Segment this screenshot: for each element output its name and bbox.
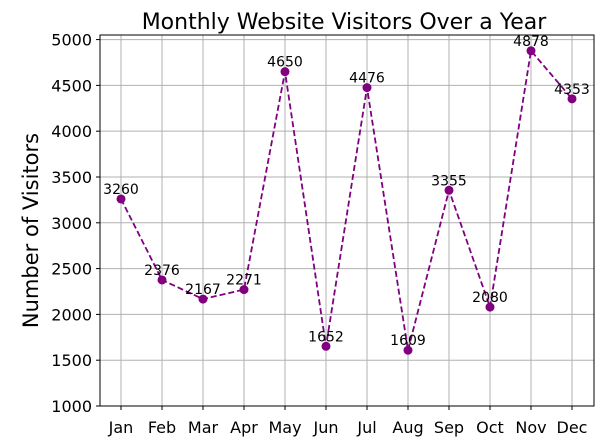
grid (100, 35, 594, 407)
series-layer (116, 46, 577, 355)
y-axis: 1000 1500 2000 2500 3000 3500 4000 4500 5000 (51, 31, 100, 416)
y-tick-label: 5000 (51, 31, 92, 50)
plot-frame (99, 34, 595, 407)
x-tick-label: May (268, 418, 301, 437)
data-label: 2271 (226, 273, 262, 289)
y-tick-label: 1000 (51, 397, 92, 416)
y-tick-label: 3000 (51, 214, 92, 233)
x-tick-label: Jan (108, 418, 134, 437)
x-tick-label: Mar (188, 418, 219, 437)
x-tick-label: Dec (557, 418, 588, 437)
y-tick-label: 1500 (51, 351, 92, 370)
data-label: 4878 (513, 34, 549, 50)
chart-title: Monthly Website Visitors Over a Year (142, 10, 548, 35)
x-tick-label: Jun (313, 418, 339, 437)
x-tick-label: Jul (356, 418, 376, 437)
x-axis: Jan Feb Mar Apr May Jun Jul Aug Sep Oct Nov Dec (108, 406, 588, 437)
y-tick-label: 2000 (51, 305, 92, 324)
data-point (403, 345, 413, 355)
data-point (444, 185, 454, 195)
y-tick-label: 2500 (51, 260, 92, 279)
x-tick-label: Apr (230, 418, 258, 437)
data-point (280, 67, 290, 77)
y-tick-label: 4500 (51, 76, 92, 95)
data-point (362, 83, 372, 93)
y-tick-label: 3500 (51, 168, 92, 187)
data-label: 4650 (267, 55, 303, 71)
y-tick-label: 4000 (51, 122, 92, 141)
data-label: 1609 (390, 333, 426, 349)
data-label: 2167 (185, 282, 221, 298)
data-label: 4476 (349, 71, 385, 87)
data-label-layer: 3260 2376 2167 2271 4650 1652 4476 1609 3355 2080… (103, 34, 590, 349)
x-tick-label: Aug (392, 418, 423, 437)
data-point (526, 46, 536, 56)
data-point (485, 302, 495, 312)
data-point (239, 285, 249, 295)
series-line (120, 48, 573, 351)
data-point (116, 194, 126, 204)
x-tick-label: Feb (148, 418, 176, 437)
x-tick-label: Sep (434, 418, 464, 437)
data-label: 2376 (144, 263, 180, 279)
y-axis-label: Number of Visitors (19, 133, 43, 328)
data-label: 1652 (308, 329, 344, 345)
data-point (321, 341, 331, 351)
data-point (157, 275, 167, 285)
data-point (198, 294, 208, 304)
data-point (567, 94, 577, 104)
data-label: 3260 (103, 182, 139, 198)
x-tick-label: Oct (476, 418, 504, 437)
data-label: 2080 (472, 290, 508, 306)
x-tick-label: Nov (515, 418, 546, 437)
data-label: 3355 (431, 173, 467, 189)
data-label: 4353 (554, 82, 590, 98)
